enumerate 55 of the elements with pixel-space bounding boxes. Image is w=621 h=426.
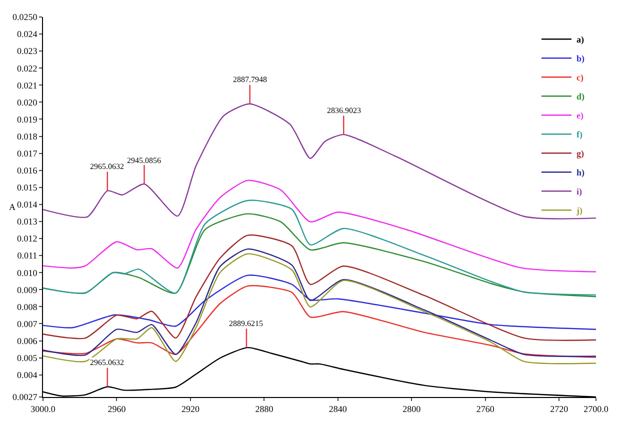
line-series xyxy=(43,180,596,272)
y-tick-label: 0.019 xyxy=(16,114,38,124)
annotation: 2836.9023 xyxy=(327,106,361,115)
y-tick-label: 0.021 xyxy=(16,80,38,90)
y-tick-label: 0.010 xyxy=(16,268,38,278)
legend-label: b) xyxy=(576,54,584,64)
legend-label: f) xyxy=(576,130,582,140)
x-tick-label: 2700.0 xyxy=(584,404,609,414)
x-tick-label: 2840 xyxy=(328,404,348,414)
line-series xyxy=(43,274,596,330)
legend-label: h) xyxy=(576,168,584,178)
y-tick-label: 0.006 xyxy=(16,336,38,346)
y-tick-label: 0.0250 xyxy=(12,12,38,22)
line-series xyxy=(43,234,596,341)
legend-label: i) xyxy=(576,186,582,197)
y-tick-label: 0.0027 xyxy=(12,392,38,402)
y-tick-label: 0.018 xyxy=(16,131,38,142)
y-axis-title: A xyxy=(9,202,16,212)
y-tick-label: 0.008 xyxy=(16,302,38,312)
y-tick-label: 0.017 xyxy=(16,148,38,158)
x-tick-label: 2960 xyxy=(108,404,126,414)
annotation: 2965.0632 xyxy=(90,162,124,171)
annotation: 2889.6215 xyxy=(229,319,263,328)
y-tick-label: 0.004 xyxy=(16,370,38,380)
y-tick-label: 0.005 xyxy=(16,352,38,363)
line-series xyxy=(43,285,596,358)
legend-label: d) xyxy=(576,92,584,102)
legend-label: j) xyxy=(575,206,582,216)
annotation: 2945.0856 xyxy=(127,156,161,165)
y-tick-label: 0.023 xyxy=(16,46,38,56)
y-tick-label: 0.016 xyxy=(16,166,38,176)
y-tick-label: 0.009 xyxy=(16,284,38,295)
legend-label: a) xyxy=(576,34,584,45)
x-tick-label: 2800 xyxy=(402,404,422,414)
legend-label: c) xyxy=(576,72,584,83)
x-tick-label: 2920 xyxy=(181,404,200,414)
y-tick-label: 0.024 xyxy=(16,29,38,40)
y-tick-label: 0.007 xyxy=(16,318,38,329)
y-tick-label: 0.015 xyxy=(16,182,38,193)
y-tick-label: 0.014 xyxy=(16,200,38,210)
y-tick-label: 0.020 xyxy=(16,97,38,108)
y-tick-label: 0.013 xyxy=(16,216,38,227)
legend-label: e) xyxy=(576,110,584,121)
y-tick-label: 0.012 xyxy=(16,234,38,244)
annotation: 2965.0632 xyxy=(90,358,124,367)
y-tick-label: 0.022 xyxy=(16,63,38,74)
y-tick-label: 0.011 xyxy=(17,250,38,261)
x-tick-label: 2760 xyxy=(476,404,495,414)
x-tick-label: 3000.0 xyxy=(30,404,56,414)
x-tick-label: 2880 xyxy=(255,404,274,414)
x-tick-label: 2720 xyxy=(550,404,569,414)
line-series xyxy=(43,103,596,220)
line-series xyxy=(43,200,596,296)
legend-label: g) xyxy=(576,148,584,159)
annotation: 2887.7948 xyxy=(233,75,267,84)
